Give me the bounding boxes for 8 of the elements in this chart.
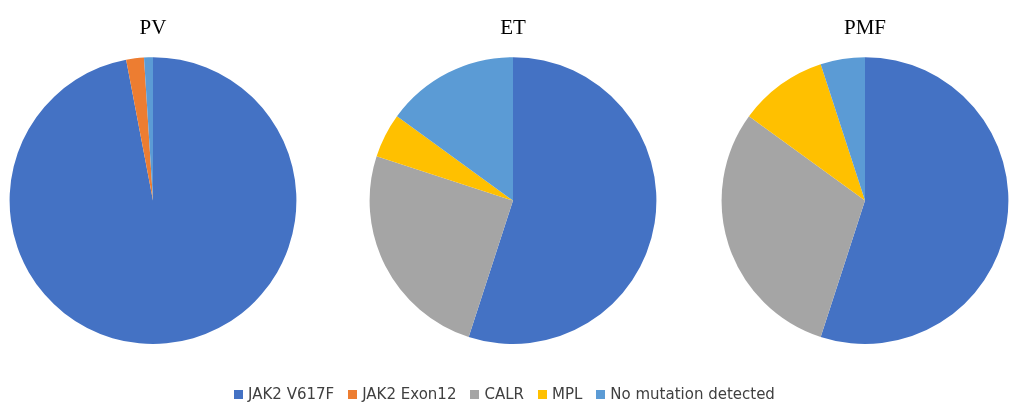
legend-label: JAK2 V617F (246, 385, 335, 403)
chart-title: PMF (843, 15, 887, 40)
legend-label: MPL (550, 385, 583, 403)
legend-label: JAK2 Exon12 (360, 385, 457, 403)
chart-title: PV (139, 15, 167, 40)
legend-label: No mutation detected (609, 385, 775, 403)
chart-title: ET (500, 15, 526, 40)
legend-label: CALR (483, 385, 524, 403)
